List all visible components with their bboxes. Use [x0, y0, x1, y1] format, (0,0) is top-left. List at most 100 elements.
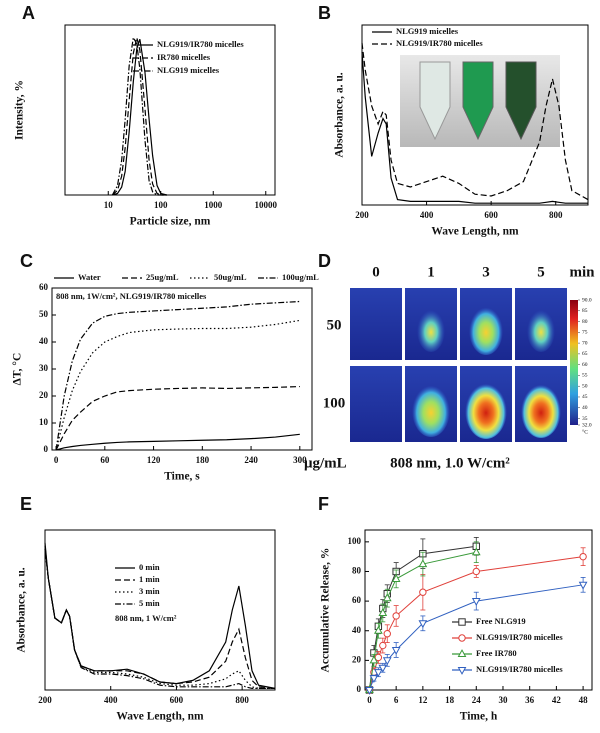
- plot-frame: [364, 529, 593, 691]
- x-tick-label: 18: [445, 695, 455, 705]
- series-line: [368, 551, 477, 691]
- x-tick-label: 0: [54, 455, 59, 465]
- legend-label: NLG919/IR780 micelles: [157, 39, 244, 49]
- marker: [378, 664, 388, 673]
- x-tick-label: 30: [498, 695, 508, 705]
- marker: [418, 559, 428, 568]
- colorbar-label: 40: [582, 405, 588, 411]
- x-tick-label: 10: [104, 200, 114, 210]
- y-tick-label: 0: [357, 684, 362, 694]
- legend-marker: [457, 666, 467, 675]
- legend-label: NLG919 micelles: [396, 26, 459, 36]
- plot-frame: [51, 287, 313, 451]
- plot-frame: [44, 529, 276, 691]
- x-tick-label: 48: [579, 695, 589, 705]
- x-tick-label: 1000: [204, 200, 223, 210]
- legend-label: NLG919 micelles: [157, 65, 220, 75]
- x-tick-label: 100: [154, 200, 168, 210]
- x-axis-label: Wave Length, nm: [431, 226, 519, 238]
- marker: [471, 547, 481, 556]
- y-tick-label: 40: [352, 625, 362, 635]
- x-axis-label: Time, s: [164, 471, 200, 483]
- marker: [472, 567, 480, 576]
- y-axis-label: ΔT, °C: [12, 353, 24, 386]
- y-tick-label: 60: [39, 282, 49, 292]
- colorbar-label: 60: [582, 362, 588, 368]
- legend-label: 1 min: [139, 574, 160, 584]
- marker: [391, 646, 401, 655]
- y-axis-label: Absorbance, a. u.: [16, 567, 28, 652]
- x-tick-label: 120: [147, 455, 161, 465]
- marker: [471, 598, 481, 606]
- legend-label: 5 min: [139, 598, 160, 608]
- thermal-panel: D 0 1 3 5 min 50 100 μg/mL 808 nm, 1.0 W…: [304, 251, 595, 472]
- y-tick-label: 50: [39, 309, 49, 319]
- y-tick-label: 40: [39, 336, 49, 346]
- colorbar-label: 85: [582, 308, 588, 314]
- y-tick-label: 100: [348, 536, 362, 546]
- x-tick-label: 0: [367, 695, 372, 705]
- x-tick-label: 24: [472, 695, 482, 705]
- x-axis-label: Particle size, nm: [130, 216, 211, 228]
- marker: [373, 625, 383, 634]
- series-line: [55, 319, 300, 451]
- annotation: 808 nm, 1 W/cm²: [115, 613, 177, 623]
- colorbar-label: 65: [582, 351, 588, 357]
- series-line: [111, 35, 167, 196]
- panel-label: D: [318, 251, 331, 271]
- y-tick-label: 80: [352, 566, 362, 576]
- colorbar: [570, 300, 578, 425]
- marker: [392, 612, 400, 620]
- series-line: [44, 545, 276, 689]
- plot-frame: [64, 24, 276, 196]
- panel-label: E: [20, 494, 32, 514]
- colorbar-label: 50: [582, 383, 588, 389]
- series-line: [55, 300, 300, 451]
- legend-label: 100ug/mL: [282, 272, 319, 282]
- x-tick-label: 400: [104, 695, 118, 705]
- x-tick-label: 600: [170, 695, 184, 705]
- marker: [369, 675, 379, 684]
- x-tick-label: 800: [549, 210, 563, 220]
- colorbar-label: 75: [582, 330, 588, 336]
- marker: [382, 657, 392, 666]
- x-tick-label: 180: [196, 455, 210, 465]
- y-tick-label: 30: [39, 363, 49, 373]
- x-axis-label: Wave Length, nm: [116, 711, 204, 723]
- conc-label: 100: [323, 395, 346, 411]
- marker: [378, 608, 388, 617]
- legend-label: 50ug/mL: [214, 272, 247, 282]
- x-tick-label: 300: [293, 455, 307, 465]
- legend-label: IR780 micelles: [157, 52, 211, 62]
- time-label: 0: [372, 264, 380, 280]
- marker: [391, 574, 401, 582]
- series-line: [55, 385, 300, 451]
- legend-label: Water: [78, 272, 101, 282]
- series-line: [361, 42, 589, 201]
- inset-photo: [400, 55, 560, 147]
- marker: [369, 655, 379, 664]
- annotation: 808 nm, 1W/cm², NLG919/IR780 micelles: [56, 291, 207, 301]
- colorbar-unit: °C: [582, 428, 588, 435]
- y-axis-label: Absorbance, a. u.: [334, 72, 346, 157]
- y-axis-label: Intensity, %: [14, 80, 26, 140]
- marker: [383, 630, 391, 638]
- image-grid: [350, 288, 567, 442]
- legend-label: 3 min: [139, 586, 160, 596]
- conc-label: 50: [327, 317, 342, 333]
- x-tick-label: 800: [235, 695, 249, 705]
- legend-label: Free NLG919: [476, 616, 526, 626]
- colorbar-label: 45: [582, 394, 588, 400]
- y-tick-label: 20: [352, 654, 362, 664]
- x-tick-label: 600: [484, 210, 498, 220]
- colorbar-label: 90.0: [582, 297, 592, 303]
- legend-label: NLG919/IR780 micelles: [396, 38, 483, 48]
- x-tick-label: 12: [418, 695, 428, 705]
- legend-marker: [458, 634, 466, 642]
- legend-label: NLG919/IR780 micelles: [476, 664, 563, 674]
- x-tick-label: 200: [38, 695, 52, 705]
- panel-label: F: [318, 494, 329, 514]
- x-tick-label: 36: [525, 695, 535, 705]
- time-label: 1: [427, 264, 435, 280]
- x-axis-label: Time, h: [460, 711, 498, 723]
